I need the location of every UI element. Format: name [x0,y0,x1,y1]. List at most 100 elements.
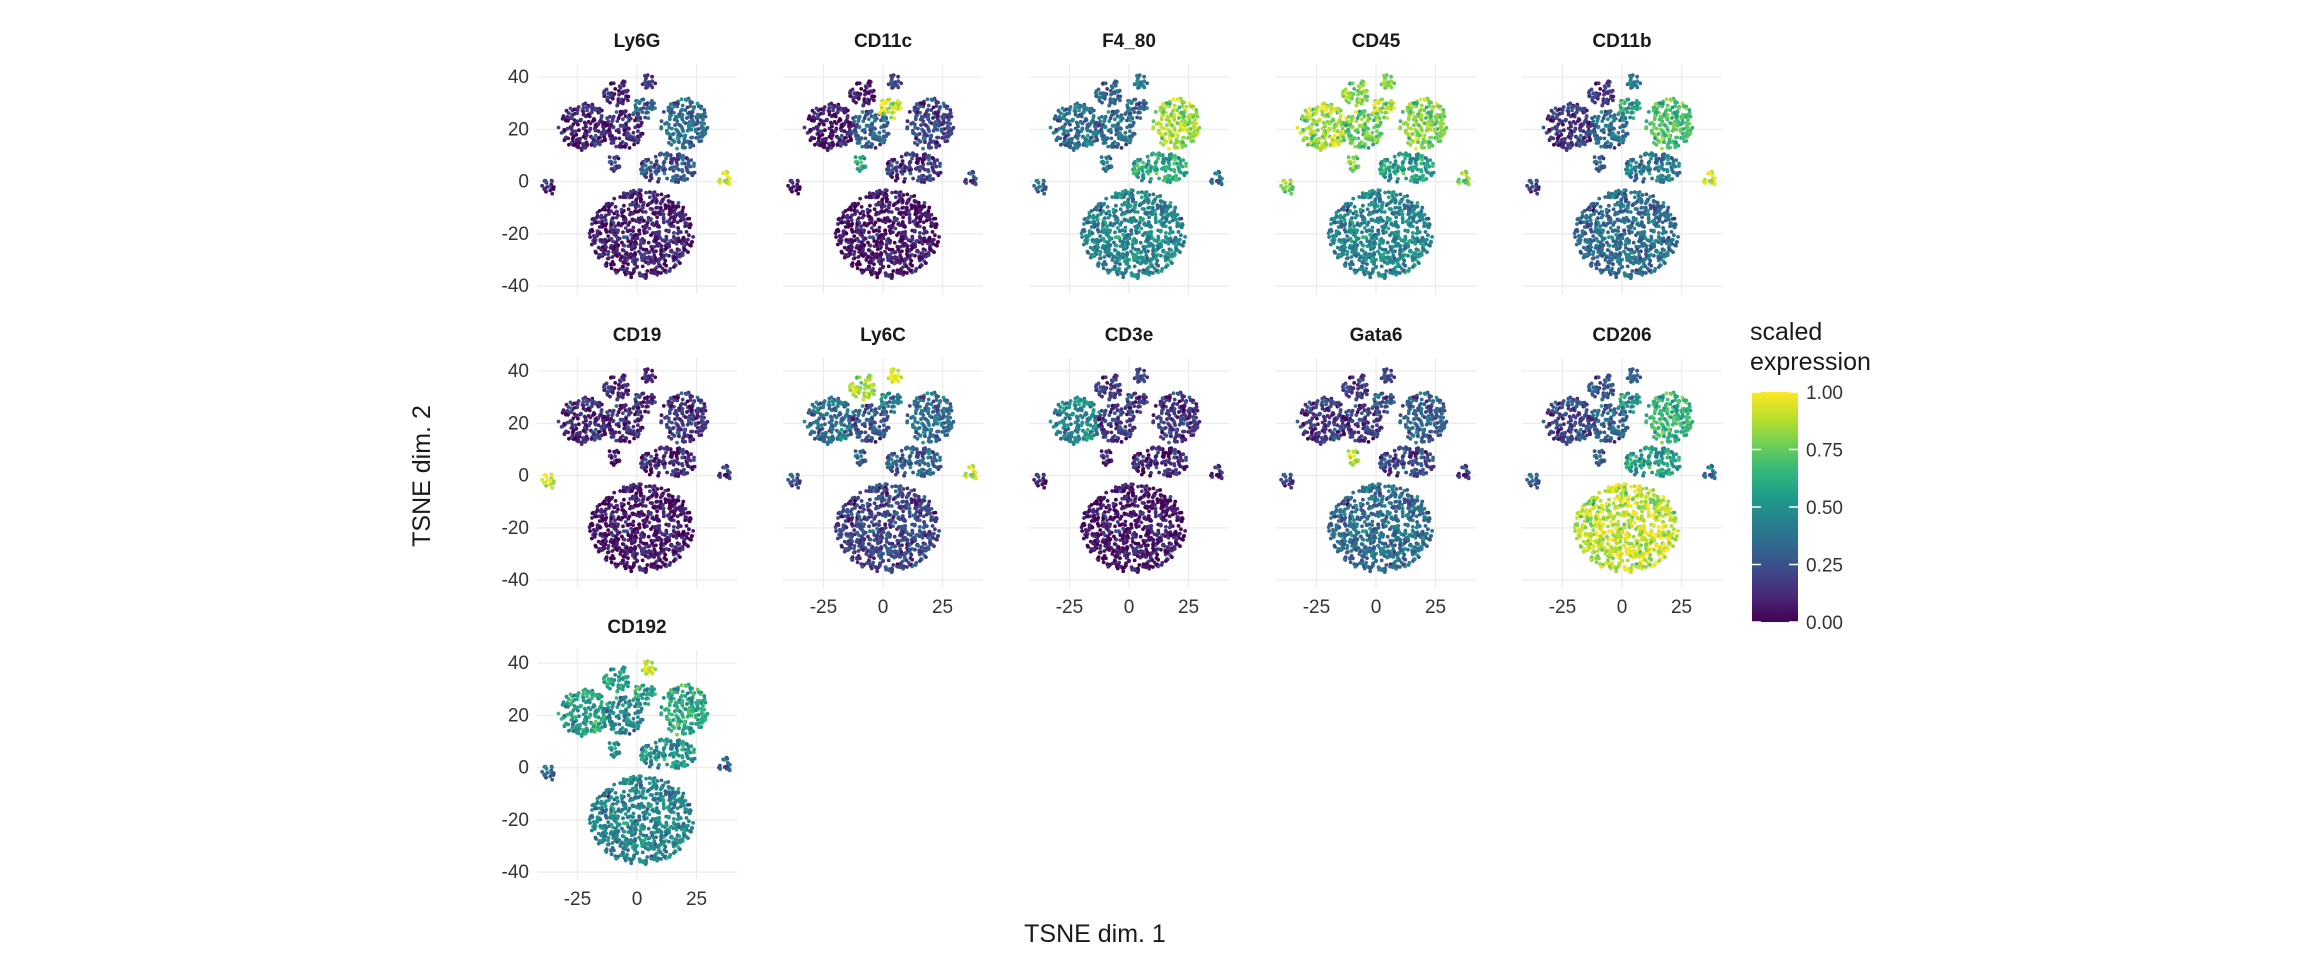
data-point [1347,245,1352,250]
data-point [550,179,554,184]
data-point [1426,233,1430,238]
data-point [849,138,853,143]
data-point [672,104,677,108]
data-point [1376,217,1381,222]
data-point [682,243,687,248]
data-point [931,116,935,120]
data-point [614,215,619,220]
data-point [1076,105,1081,109]
data-point [867,117,871,122]
data-point [1420,205,1425,210]
data-point [574,138,579,143]
data-point [691,120,696,125]
data-point [1075,123,1080,127]
data-point [1088,245,1093,250]
data-point [1129,231,1134,236]
data-point [1381,219,1385,223]
data-point [889,250,894,255]
data-point [672,265,676,269]
data-point [973,176,978,181]
data-point [853,205,857,209]
data-point [1174,243,1179,248]
data-point [882,124,887,129]
data-point [649,258,654,262]
data-point [637,217,642,222]
data-point [1118,98,1122,103]
data-point [591,234,596,238]
data-point [1152,266,1157,271]
data-point [699,139,704,143]
data-point [928,243,933,248]
data-point [914,249,919,254]
data-point [645,269,650,273]
data-point [1153,212,1158,217]
data-point [724,181,729,185]
data-point [622,256,627,260]
data-point [1368,272,1372,276]
data-point [1062,136,1067,141]
data-point [861,247,865,252]
data-point [845,115,850,120]
data-point [934,243,938,248]
data-point [892,240,897,245]
data-point [1167,136,1172,141]
data-point [631,256,636,261]
data-point [1173,153,1177,158]
data-point [630,195,634,199]
data-point [902,169,907,173]
data-point [1386,195,1391,200]
data-point [1148,270,1153,275]
data-point [916,200,921,205]
data-point [687,121,692,126]
data-point [1089,110,1094,114]
data-point [836,217,841,222]
data-point [1417,254,1421,259]
data-point [877,211,881,216]
data-point [921,146,925,151]
data-point [591,118,596,122]
data-point [1127,100,1132,104]
data-point [931,128,936,133]
data-point [570,131,575,136]
data-point [937,106,942,111]
data-point [621,124,626,128]
data-point [916,126,920,131]
data-point [1133,274,1138,279]
data-point [855,222,860,227]
data-point [1162,200,1167,205]
facet-panel-cd45: CD45 [1276,31,1476,294]
data-point [1180,222,1185,226]
data-point [1101,266,1106,271]
data-point [1413,251,1418,256]
data-point [923,112,927,117]
data-point [594,250,598,255]
data-point [1386,226,1391,231]
data-point [834,235,838,239]
data-point [1151,151,1155,156]
data-point [1394,215,1398,220]
data-point [680,113,685,117]
data-point [819,129,824,134]
data-point [1101,230,1106,235]
data-point [1179,124,1184,129]
data-point [870,133,875,138]
data-point [859,240,864,245]
data-point [1121,247,1126,252]
data-point [626,255,631,260]
data-point [668,249,673,254]
data-point [634,236,639,240]
data-point [860,144,865,149]
data-point [867,248,872,253]
data-point [1166,160,1171,165]
data-point [839,133,844,138]
data-point [1209,179,1213,184]
data-point [676,236,681,241]
data-point [614,209,619,214]
data-point [628,202,633,207]
data-point [914,266,919,271]
data-point [1126,265,1131,270]
data-point [618,195,623,199]
data-point [609,222,614,227]
data-point [615,247,619,252]
